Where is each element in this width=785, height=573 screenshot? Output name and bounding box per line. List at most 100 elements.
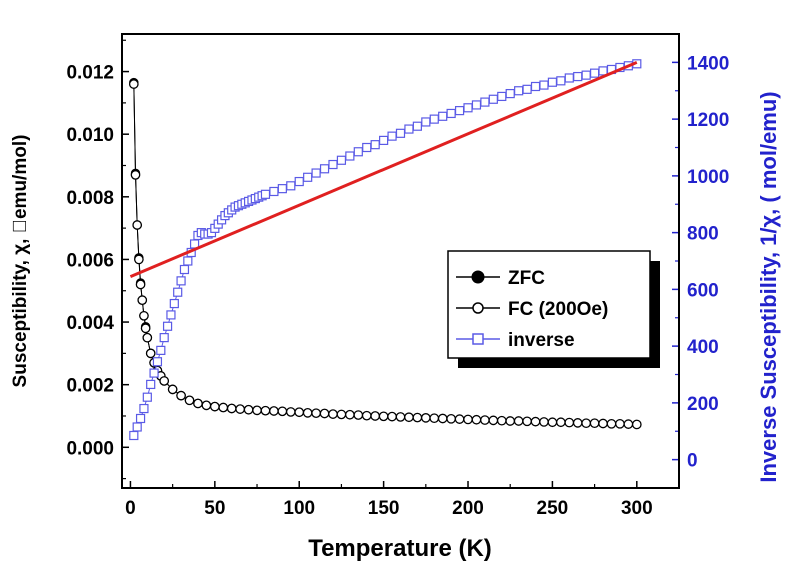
x-tick-label: 0 [125, 498, 136, 519]
inverse-point [530, 81, 541, 92]
fc-point [446, 413, 456, 424]
legend-fc-marker [472, 302, 484, 314]
y2-tick-label: 800 [687, 224, 719, 245]
fc-point [437, 413, 448, 424]
inverse-point [362, 142, 372, 153]
fc-point [598, 418, 608, 429]
inverse-point [522, 84, 532, 94]
inverse-point [480, 97, 490, 107]
inverse-point [429, 114, 439, 124]
fc-point [260, 405, 271, 416]
inverse-point [387, 131, 397, 141]
y-tick-label: 0.012 [66, 63, 114, 84]
inverse-point [370, 140, 380, 150]
inverse-point [169, 298, 179, 309]
inverse-point [345, 151, 355, 161]
legend: ZFC FC (200Oe) inverse [447, 250, 660, 368]
fc-point [132, 220, 143, 230]
legend-inverse-marker [472, 333, 484, 345]
inverse-point [129, 430, 139, 441]
fc-point [135, 279, 146, 290]
fc-point [345, 409, 355, 420]
fc-point [302, 408, 313, 418]
inverse-point [303, 172, 313, 182]
fc-point [226, 403, 237, 414]
fc-point [412, 412, 423, 423]
fc-point [294, 407, 305, 418]
inverse-point [598, 66, 608, 76]
inverse-point [328, 159, 338, 170]
fc-point [311, 408, 321, 419]
y-tick-label: 0.008 [66, 188, 114, 209]
x-axis-title: Temperature (K) [308, 535, 492, 562]
inverse-point [319, 164, 330, 174]
fc-point [589, 418, 600, 429]
inverse-point [286, 181, 296, 191]
y-axis-title: Susceptibility, χ,  emu/mol) [10, 135, 31, 388]
inverse-point [162, 321, 173, 331]
inverse-point [590, 68, 600, 78]
fc-point [336, 409, 347, 420]
inverse-point [142, 392, 152, 402]
y2-tick-label: 1000 [687, 167, 729, 188]
inverse-point [183, 256, 193, 266]
inverse-line [133, 63, 637, 436]
inverse-point [438, 111, 448, 121]
inverse-point [539, 80, 549, 90]
inverse-point [547, 77, 558, 87]
fc-point [137, 295, 148, 305]
fc-point [496, 415, 507, 426]
inverse-point [311, 168, 321, 178]
fc-point [522, 416, 532, 427]
inverse-point [176, 276, 186, 286]
inverse-point [294, 176, 304, 187]
fc-point [176, 390, 186, 401]
fc-point [142, 332, 153, 343]
fc-point [615, 418, 625, 429]
fc-point [167, 384, 178, 395]
inverse-point [581, 70, 591, 80]
fc-point [139, 310, 149, 321]
inverse-point [463, 103, 473, 113]
fc-point [530, 416, 541, 427]
fc-point [235, 404, 246, 414]
y-tick-label: 0.002 [66, 376, 114, 397]
inverse-point [166, 310, 176, 320]
y2-tick-label: 1400 [687, 53, 729, 74]
fc-point [243, 404, 254, 415]
inverse-point [269, 186, 279, 197]
inverse-point [277, 184, 287, 194]
linear-fit-line [129, 60, 638, 278]
inverse-point [146, 379, 156, 390]
fc-point [564, 417, 575, 428]
y-tick-label: 0.006 [66, 250, 114, 271]
fc-point [572, 418, 583, 428]
inverse-point [421, 117, 431, 127]
fc-point [488, 415, 499, 426]
fc-point [218, 402, 229, 413]
x-tick-label: 100 [283, 498, 315, 519]
inverse-point [556, 76, 566, 86]
y-tick-label: 0.004 [66, 313, 114, 334]
fc-point [623, 419, 634, 429]
fc-point [184, 395, 195, 406]
fc-point [361, 410, 372, 421]
fc-point [159, 376, 170, 386]
fc-point [285, 407, 296, 417]
fc-point [128, 79, 139, 89]
fc-point [209, 401, 220, 412]
inverse-point [159, 333, 169, 343]
inverse-point [132, 422, 142, 432]
inverse-point [156, 345, 166, 355]
fc-point [631, 419, 642, 430]
fc-point [420, 413, 431, 423]
legend-inverse-label: inverse [508, 330, 575, 351]
fc-point [555, 417, 566, 428]
plot-frame [121, 33, 680, 489]
fc-point [201, 400, 212, 411]
inverse-point [446, 108, 456, 119]
y2-tick-label: 200 [687, 394, 719, 415]
inverse-point [497, 91, 507, 102]
fc-point [471, 414, 482, 425]
fc-point [134, 254, 144, 265]
